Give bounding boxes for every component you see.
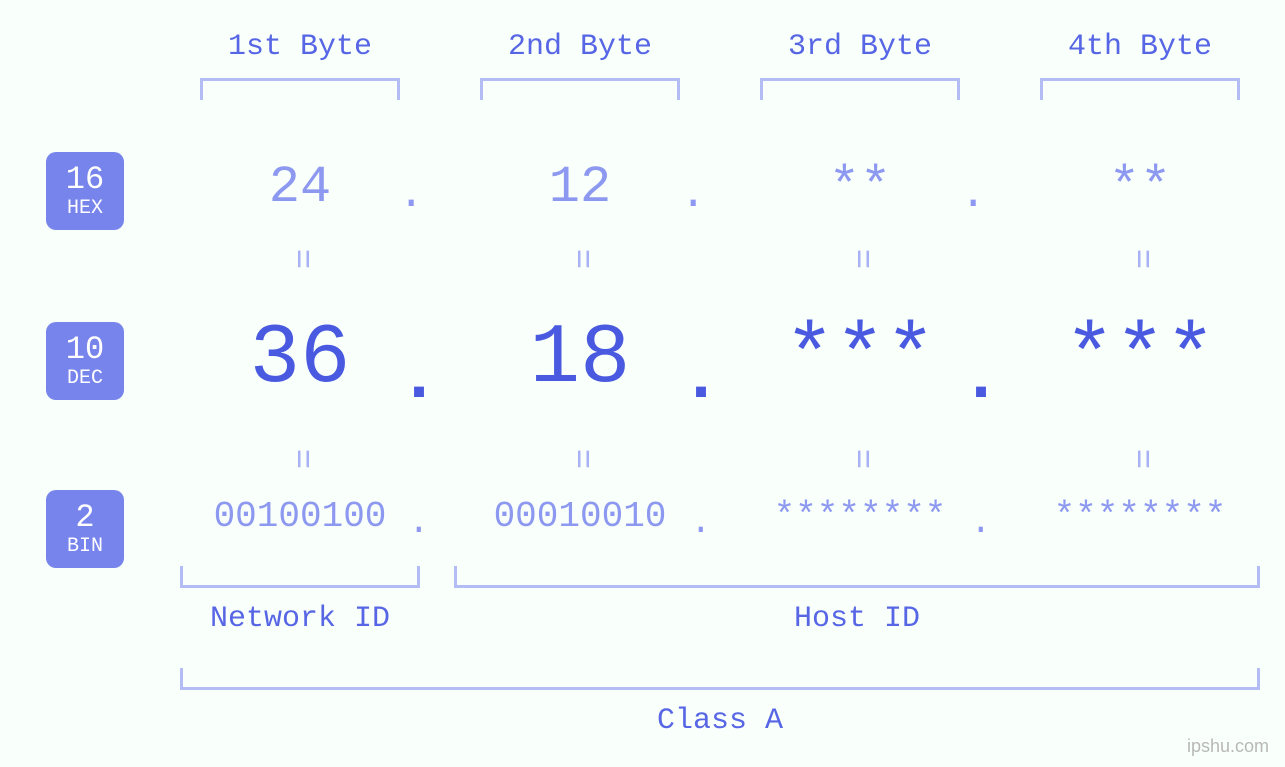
badge-label-hex: HEX [67, 199, 103, 219]
bin-byte-1: 00100100 [180, 496, 420, 537]
ip-diagram: 1st Byte 2nd Byte 3rd Byte 4th Byte 16 H… [0, 0, 1285, 767]
hex-byte-4: ** [1020, 158, 1260, 217]
badge-label-bin: BIN [67, 537, 103, 557]
bin-dot-2: . [690, 502, 710, 543]
hex-dot-1: . [398, 170, 418, 220]
byte-header-3: 3rd Byte [740, 30, 980, 64]
badge-num-hex: 16 [66, 164, 104, 196]
hex-dot-2: . [680, 170, 700, 220]
dec-dot-3: . [960, 340, 980, 419]
base-badge-dec: 10 DEC [46, 322, 124, 400]
top-bracket-1 [200, 78, 400, 100]
host-id-bracket [454, 566, 1260, 588]
host-id-label: Host ID [454, 602, 1260, 636]
hex-byte-1: 24 [180, 158, 420, 217]
byte-header-1: 1st Byte [180, 30, 420, 64]
hex-byte-3: ** [740, 158, 980, 217]
hex-byte-2: 12 [460, 158, 700, 217]
dec-byte-1: 36 [180, 312, 420, 407]
network-id-label: Network ID [180, 602, 420, 636]
equals-hex-dec-1: = [281, 249, 319, 269]
bin-dot-3: . [970, 502, 990, 543]
bin-byte-3: ******** [740, 496, 980, 537]
bin-byte-2: 00010010 [460, 496, 700, 537]
byte-header-2: 2nd Byte [460, 30, 700, 64]
base-badge-bin: 2 BIN [46, 490, 124, 568]
badge-num-dec: 10 [66, 334, 104, 366]
byte-header-4: 4th Byte [1020, 30, 1260, 64]
top-bracket-4 [1040, 78, 1240, 100]
top-bracket-3 [760, 78, 960, 100]
badge-num-bin: 2 [75, 502, 94, 534]
dec-byte-4: *** [1020, 312, 1260, 407]
equals-hex-dec-3: = [841, 249, 879, 269]
top-bracket-2 [480, 78, 680, 100]
equals-hex-dec-2: = [561, 249, 599, 269]
dec-dot-1: . [398, 340, 418, 419]
bin-byte-4: ******** [1020, 496, 1260, 537]
class-label: Class A [180, 704, 1260, 738]
dec-byte-3: *** [740, 312, 980, 407]
equals-dec-bin-4: = [1121, 449, 1159, 469]
dec-dot-2: . [680, 340, 700, 419]
equals-dec-bin-3: = [841, 449, 879, 469]
hex-dot-3: . [960, 170, 980, 220]
dec-byte-2: 18 [460, 312, 700, 407]
equals-hex-dec-4: = [1121, 249, 1159, 269]
network-id-bracket [180, 566, 420, 588]
bin-dot-1: . [408, 502, 428, 543]
equals-dec-bin-2: = [561, 449, 599, 469]
watermark: ipshu.com [1187, 736, 1269, 757]
equals-dec-bin-1: = [281, 449, 319, 469]
base-badge-hex: 16 HEX [46, 152, 124, 230]
class-bracket [180, 668, 1260, 690]
badge-label-dec: DEC [67, 369, 103, 389]
